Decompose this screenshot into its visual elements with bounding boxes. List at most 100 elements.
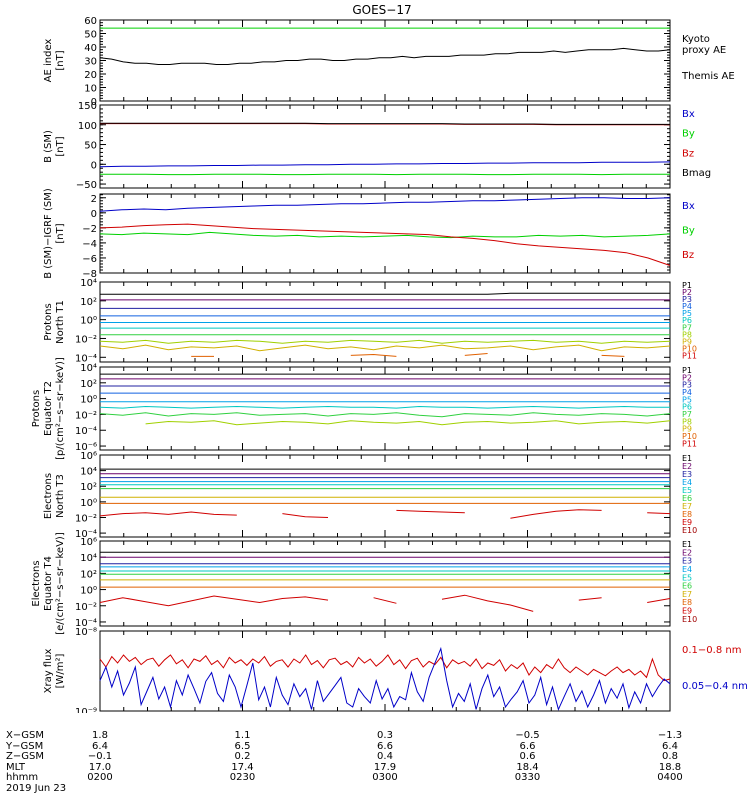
series-line-bsm-Bmag: [100, 122, 670, 125]
series-line-p2-P8: [145, 420, 671, 426]
legend-entry-xray: 0.05−0.4 nm: [682, 681, 748, 692]
ephemeris-value: 6.6: [519, 740, 536, 752]
legend-entry-p2: P8: [682, 417, 692, 426]
series-line-p2-P7: [99, 412, 671, 418]
y-tick-label-bsm: 50: [84, 141, 97, 152]
legend-entry-bsm: Bmag: [682, 168, 711, 179]
legend-entry-e4: E3: [682, 557, 692, 566]
ephemeris-value: 0.8: [662, 751, 678, 763]
series-line-e3-E9: [99, 509, 671, 519]
y-tick-label-e4: 10²: [80, 569, 97, 580]
legend-entry-p1: P9: [682, 337, 692, 346]
series-line-xray-0-1-0-8-nm: [99, 654, 671, 682]
y-tick-label-p1: 10²: [80, 297, 97, 308]
legend-entry-e3: E8: [682, 510, 692, 519]
y-tick-label-bdiff: −8: [82, 269, 97, 280]
y-tick-label-bsm: −50: [76, 180, 97, 191]
legend-entry-bdiff: By: [682, 226, 695, 237]
series-line-p1-P9: [99, 344, 671, 352]
series-line-xray-0-05-0-4-nm: [99, 646, 671, 711]
y-axis-label-bdiff: B (SM)−IGRF (SM): [43, 188, 54, 279]
ephemeris-row: X−GSM 1.8 1.1 0.3 −0.5 −1.3: [0, 730, 750, 742]
legend-entry-e4: E9: [682, 607, 692, 616]
series-line-p1-P8: [99, 339, 671, 344]
ephemeris-value: 17.0: [88, 761, 112, 773]
legend-entry-e4: E7: [682, 590, 692, 599]
legend-entry-e3: E2: [682, 462, 692, 471]
legend-entry-e4: E8: [682, 598, 692, 607]
y-tick-label-e3: 10⁻⁴: [75, 529, 97, 540]
y-axis-label-e3: North T3: [55, 474, 66, 518]
ephemeris-value: 0.3: [377, 730, 393, 741]
y-tick-label-p1: 10⁻²: [75, 334, 97, 345]
legend-entry-e3: E5: [682, 486, 692, 495]
legend-entry-p2: P2: [682, 373, 692, 382]
legend-entry-e3: E9: [682, 518, 692, 527]
y-tick-label-bsm: 100: [78, 121, 97, 132]
y-tick-label-p1: 10⁻⁴: [75, 353, 97, 364]
legend-entry-p1: P1: [682, 281, 692, 290]
legend-entry-bdiff: Bz: [682, 250, 694, 261]
ephemeris-label: hhmm: [6, 772, 39, 784]
y-axis-label-bsm: B (SM): [43, 130, 54, 163]
y-tick-label-e3: 10²: [80, 482, 97, 493]
ephemeris-value: 6.4: [662, 740, 678, 752]
ephemeris-label: Y−GSM: [6, 740, 44, 752]
panel-frame-p2: [99, 366, 671, 451]
ephemeris-label: X−GSM: [6, 730, 44, 741]
legend-entry-e4: E5: [682, 573, 692, 582]
y-tick-label-p2: 10⁻⁶: [75, 442, 97, 453]
legend-entry-p1: P2: [682, 288, 692, 297]
series-line-bdiff-By: [99, 231, 671, 239]
y-tick-label-bsm: 150: [78, 101, 97, 112]
ephemeris-value: 0400: [657, 772, 683, 784]
legend-entry-p1: P4: [682, 302, 692, 311]
series-line-bdiff-Bz: [99, 223, 671, 266]
y-tick-label-e3: 10⁶: [80, 451, 97, 462]
legend-entry-bsm: By: [682, 129, 695, 140]
y-tick-label-e4: 10⁻⁴: [75, 618, 97, 629]
legend-entry-e4: E4: [682, 565, 692, 574]
ephemeris-value: 1.1: [234, 730, 251, 741]
y-tick-label-ae: 0: [91, 97, 97, 108]
legend-entry-xray: 0.1−0.8 nm: [682, 645, 741, 656]
ephemeris-value: 1.8: [92, 730, 108, 741]
ephemeris-value: 0.6: [519, 751, 536, 763]
legend-entry-e3: E6: [682, 494, 692, 503]
y-axis-label-p2: Protons: [31, 390, 42, 427]
y-tick-label-e3: 10⁰: [80, 498, 97, 509]
y-tick-label-p2: 10⁴: [80, 363, 97, 374]
legend-entry-e4: E1: [682, 540, 692, 549]
y-tick-label-ae: 40: [84, 43, 97, 54]
legend-entry-p1: P3: [682, 295, 692, 304]
y-tick-label-p1: 10⁰: [80, 316, 97, 327]
y-axis-label-bdiff: [nT]: [55, 223, 66, 243]
y-tick-label-ae: 60: [84, 16, 97, 27]
series-line-bsm-Bx: [99, 161, 671, 168]
series-line-p2-P6: [99, 405, 670, 409]
y-axis-label-bsm: [nT]: [55, 136, 66, 156]
y-tick-label-p2: 10⁻²: [75, 410, 97, 421]
legend-entry-e4: E6: [682, 582, 692, 591]
y-axis-label-ae: [nT]: [55, 50, 66, 70]
y-tick-label-bdiff: −2: [82, 224, 97, 235]
y-tick-label-ae: 20: [84, 70, 97, 81]
y-axis-label-xray: [W/m²]: [55, 653, 66, 688]
y-tick-label-ae: 50: [84, 30, 97, 41]
legend-entry-p1: P5: [682, 309, 692, 318]
legend-entry-e3: E3: [682, 470, 692, 479]
legend-entry-bdiff: Bx: [682, 201, 695, 212]
y-axis-label-ae: AE index: [43, 39, 54, 83]
legend-entry-e4: E2: [682, 548, 692, 557]
y-axis-label-p1: North T1: [55, 300, 66, 344]
legend-entry-e3: E1: [682, 454, 692, 463]
ephemeris-table: X−GSM 1.8 1.1 0.3 −0.5 −1.3 Y−GSM 6.4 6.5 6.6 6.6 6…: [0, 713, 750, 800]
ephemeris-row: Z−GSM −0.1 0.2 0.4 0.6 0.8: [0, 752, 750, 763]
legend-entry-p1: P8: [682, 330, 692, 339]
legend-entry-p1: P11: [682, 351, 697, 360]
y-tick-label-p1: 10⁴: [80, 278, 97, 289]
y-tick-label-bdiff: −4: [82, 239, 97, 250]
legend-entry-p2: P7: [682, 410, 692, 419]
legend-entry-bsm: Bx: [682, 109, 695, 120]
